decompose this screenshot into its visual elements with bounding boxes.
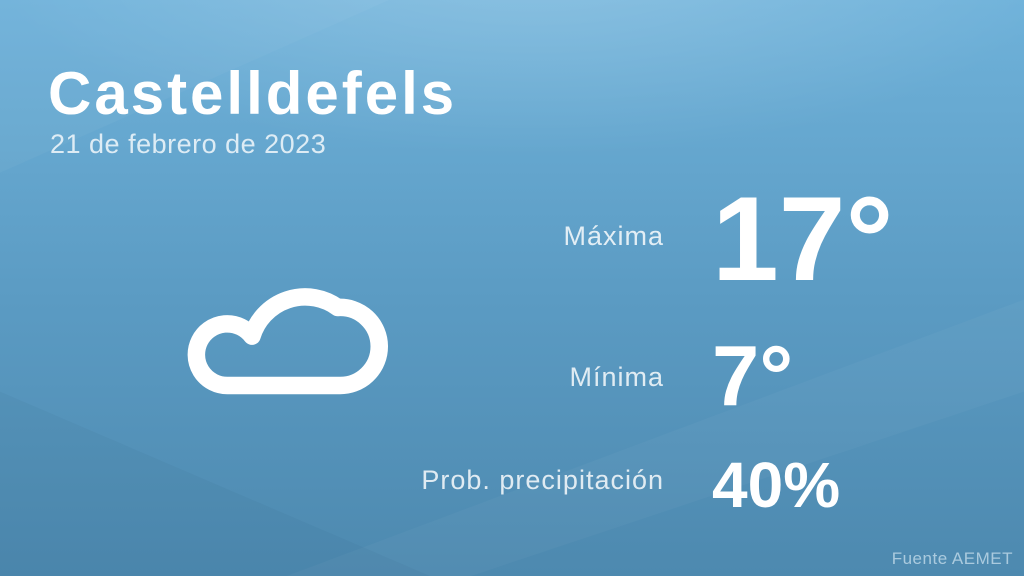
min-temp-label: Mínima: [569, 362, 664, 392]
precipitation-label: Prob. precipitación: [421, 465, 664, 495]
source-credit: Fuente AEMET: [891, 548, 1013, 568]
min-temp-value: 7°: [712, 329, 794, 424]
cloud-icon: [184, 256, 390, 409]
city-title: Castelldefels: [48, 60, 458, 127]
max-temp-label: Máxima: [563, 221, 664, 251]
precipitation-value: 40%: [712, 449, 841, 521]
max-temp-value: 17°: [712, 172, 894, 306]
forecast-date: 21 de febrero de 2023: [50, 129, 327, 159]
